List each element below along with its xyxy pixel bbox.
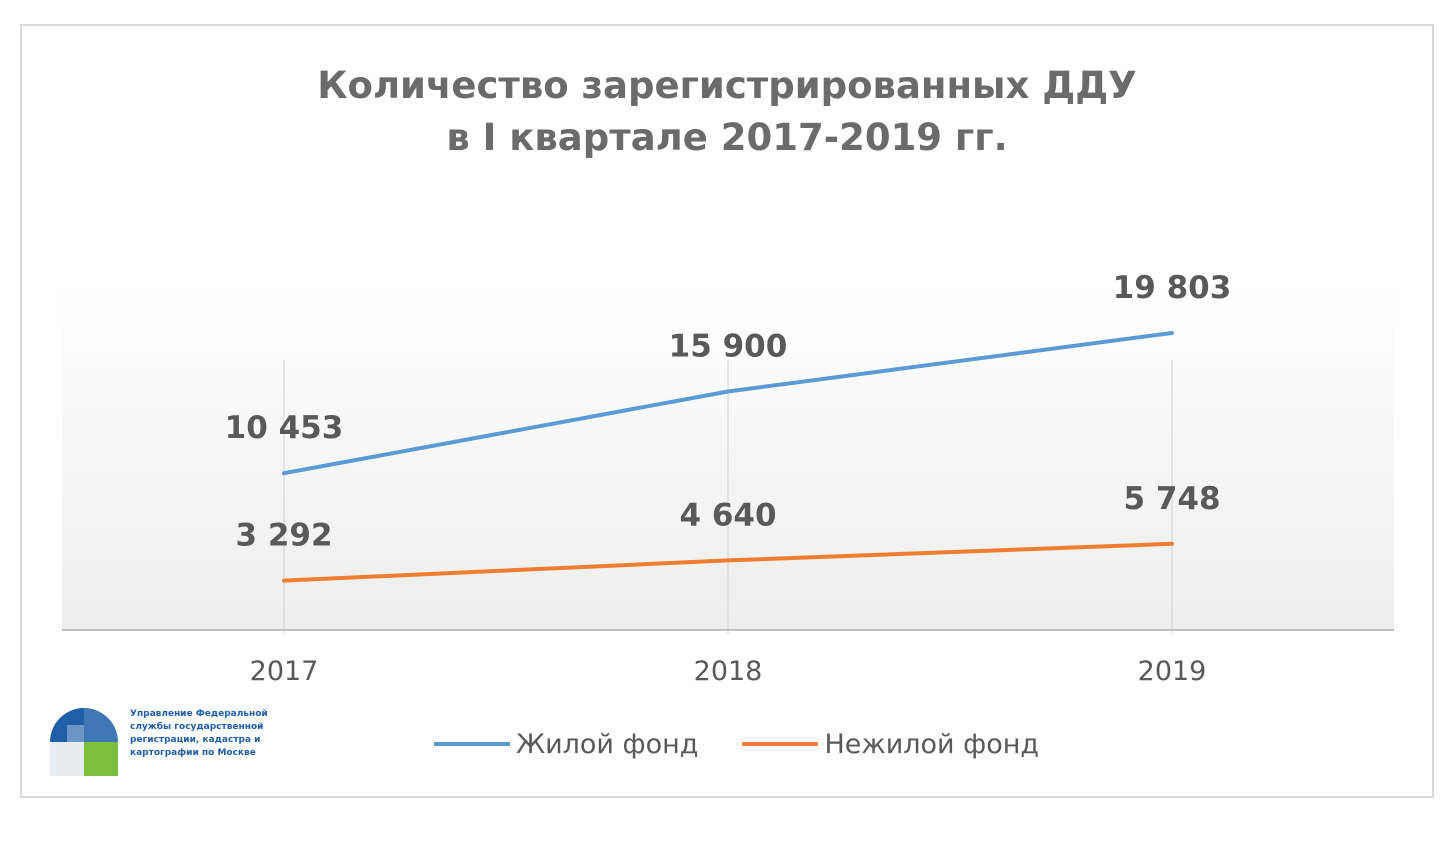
legend-item-residential[interactable]: Жилой фонд [434, 729, 698, 760]
chart-legend: Жилой фонд Нежилой фонд [434, 722, 1083, 766]
rosreestr-logo-icon [50, 708, 118, 776]
data-label-nonresidential-2017: 3 292 [235, 518, 332, 554]
line-chart: 2017 2018 2019 10 453 15 900 19 803 3 292 4 640… [62, 270, 1394, 687]
legend-swatch-nonresidential [742, 742, 819, 746]
legend-label-nonresidential: Нежилой фонд [824, 728, 1040, 760]
data-label-residential-2018: 15 900 [669, 329, 788, 365]
chart-frame: Количество зарегистрированных ДДУ в I кв… [20, 24, 1434, 798]
organization-logo: Управление Федеральной службы государств… [44, 702, 304, 788]
x-tick-label-2017: 2017 [250, 656, 319, 687]
legend-item-nonresidential[interactable]: Нежилой фонд [742, 729, 1039, 760]
chart-title: Количество зарегистрированных ДДУ в I кв… [22, 60, 1432, 164]
logo-text-line: службы государственной [130, 722, 264, 732]
logo-text: Управление Федеральной службы государств… [130, 708, 300, 760]
data-label-residential-2019: 19 803 [1113, 270, 1232, 306]
x-tick-label-2019: 2019 [1138, 656, 1207, 687]
logo-text-line: регистрации, кадастра и [130, 735, 261, 745]
legend-label-residential: Жилой фонд [516, 728, 699, 760]
logo-text-line: картографии по Москве [130, 748, 256, 758]
x-tick-label-2018: 2018 [694, 656, 763, 687]
data-label-nonresidential-2019: 5 748 [1123, 481, 1220, 517]
data-label-residential-2017: 10 453 [225, 410, 344, 446]
legend-swatch-residential [434, 742, 510, 746]
logo-text-line: Управление Федеральной [130, 709, 268, 719]
data-label-nonresidential-2018: 4 640 [679, 497, 776, 533]
chart-title-line-2: в I квартале 2017-2019 гг. [446, 116, 1008, 159]
chart-title-line-1: Количество зарегистрированных ДДУ [317, 64, 1137, 107]
